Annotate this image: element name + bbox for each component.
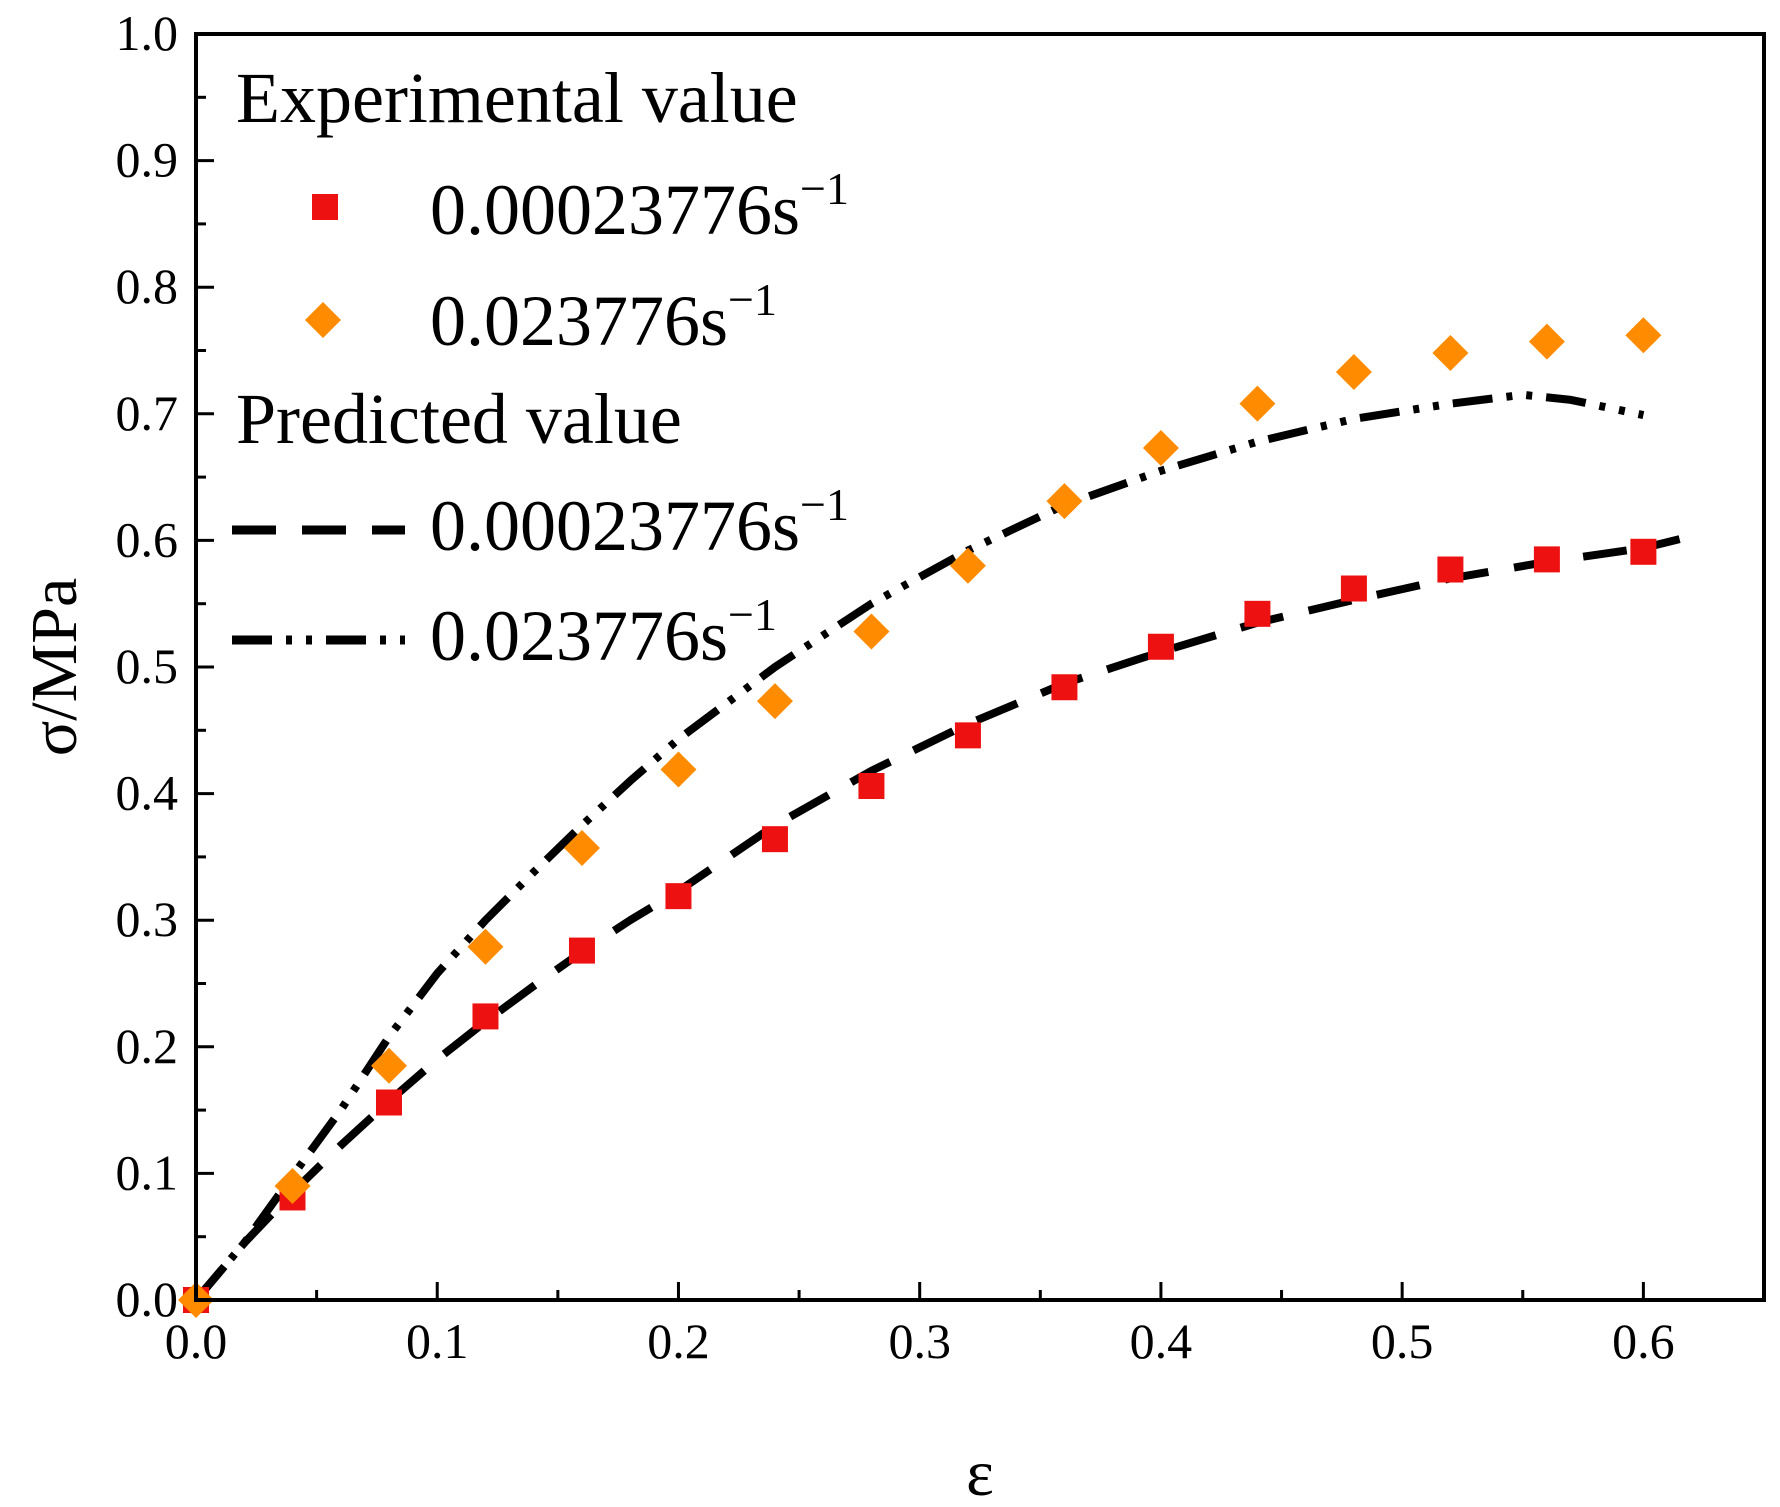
legend-marker-square bbox=[312, 194, 338, 220]
experimental-point-diamond bbox=[1239, 385, 1276, 422]
legend-exp-series-1-name: 0.00023776s bbox=[430, 170, 800, 250]
legend-pred-series-1: 0.00023776s−1 bbox=[430, 479, 849, 566]
y-tick-label: 0.4 bbox=[116, 765, 179, 821]
y-tick-label: 0.1 bbox=[116, 1144, 179, 1200]
tick-layer: 0.0 0.1 0.2 0.3 0.4 0.5 0.6 0.0 0.1 0.2 0.3 0.4 0.5 0… bbox=[116, 5, 1675, 1369]
experimental-point-square bbox=[1437, 556, 1464, 583]
x-tick-label: 0.4 bbox=[1130, 1313, 1193, 1369]
predicted-line-1 bbox=[192, 535, 1681, 1303]
x-tick-label: 0.1 bbox=[406, 1313, 469, 1369]
x-tick-label: 0.2 bbox=[647, 1313, 710, 1369]
experimental-point-square bbox=[1244, 600, 1271, 627]
experimental-point-square bbox=[1630, 538, 1657, 565]
experimental-point-square bbox=[1340, 575, 1367, 602]
experimental-point-square bbox=[375, 1089, 402, 1116]
y-tick-label: 0.3 bbox=[116, 891, 179, 947]
experimental-point-diamond bbox=[660, 751, 697, 788]
experimental-point-square bbox=[665, 883, 692, 910]
predicted-line-2 bbox=[192, 390, 1645, 1303]
experimental-point-square bbox=[472, 1003, 499, 1030]
experimental-point-square bbox=[1051, 674, 1078, 701]
x-tick-label: 0.6 bbox=[1612, 1313, 1675, 1369]
legend: Experimental value 0.00023776s−1 0.02377… bbox=[232, 58, 849, 676]
series-layer bbox=[192, 390, 1681, 1303]
legend-exp-series-2-name: 0.023776s bbox=[430, 281, 728, 361]
legend-pred-series-2-name: 0.023776s bbox=[430, 596, 728, 676]
y-tick-label: 0.6 bbox=[116, 511, 179, 567]
experimental-point-diamond bbox=[563, 830, 600, 867]
y-tick-label: 0.2 bbox=[116, 1018, 179, 1074]
legend-experimental-header: Experimental value bbox=[236, 58, 798, 138]
experimental-point-diamond bbox=[1528, 323, 1565, 360]
y-tick-label: 0.8 bbox=[116, 258, 179, 314]
experimental-point-diamond bbox=[1335, 354, 1372, 391]
y-tick-label: 0.7 bbox=[116, 385, 179, 441]
y-tick-label: 0.5 bbox=[116, 638, 179, 694]
x-axis-title: ε bbox=[966, 1437, 994, 1507]
y-tick-label: 0.0 bbox=[116, 1271, 179, 1327]
legend-exp-series-1: 0.00023776s−1 bbox=[430, 163, 849, 250]
experimental-point-diamond bbox=[756, 683, 793, 720]
legend-pred-series-1-sup: −1 bbox=[800, 479, 849, 530]
experimental-point-diamond bbox=[274, 1168, 311, 1205]
y-tick-label: 1.0 bbox=[116, 5, 179, 61]
legend-marker-diamond bbox=[305, 302, 341, 338]
experimental-point-square bbox=[568, 937, 595, 964]
legend-pred-series-2-sup: −1 bbox=[728, 589, 777, 640]
experimental-point-diamond bbox=[370, 1047, 407, 1084]
experimental-point-diamond bbox=[467, 928, 504, 965]
x-tick-label: 0.3 bbox=[888, 1313, 951, 1369]
experimental-point-square bbox=[858, 773, 885, 800]
y-axis-title: σ/MPa bbox=[18, 578, 91, 757]
marker-layer bbox=[178, 317, 1662, 1318]
experimental-point-diamond bbox=[1142, 429, 1179, 466]
legend-pred-series-1-name: 0.00023776s bbox=[430, 486, 800, 566]
legend-exp-series-2: 0.023776s−1 bbox=[430, 274, 777, 361]
legend-exp-series-1-sup: −1 bbox=[800, 163, 849, 214]
y-tick-label: 0.9 bbox=[116, 132, 179, 188]
experimental-point-square bbox=[761, 826, 788, 853]
legend-pred-series-2: 0.023776s−1 bbox=[430, 589, 777, 676]
experimental-point-diamond bbox=[853, 613, 890, 650]
experimental-point-square bbox=[1533, 546, 1560, 573]
experimental-point-diamond bbox=[949, 547, 986, 584]
legend-predicted-header: Predicted value bbox=[236, 379, 682, 459]
legend-exp-series-2-sup: −1 bbox=[728, 274, 777, 325]
x-tick-label: 0.5 bbox=[1371, 1313, 1434, 1369]
experimental-point-square bbox=[1147, 633, 1174, 660]
experimental-point-square bbox=[954, 722, 981, 749]
experimental-point-diamond bbox=[1625, 317, 1662, 354]
experimental-point-diamond bbox=[1432, 335, 1469, 372]
x-tick-label: 0.0 bbox=[165, 1313, 228, 1369]
experimental-point-diamond bbox=[1046, 483, 1083, 520]
